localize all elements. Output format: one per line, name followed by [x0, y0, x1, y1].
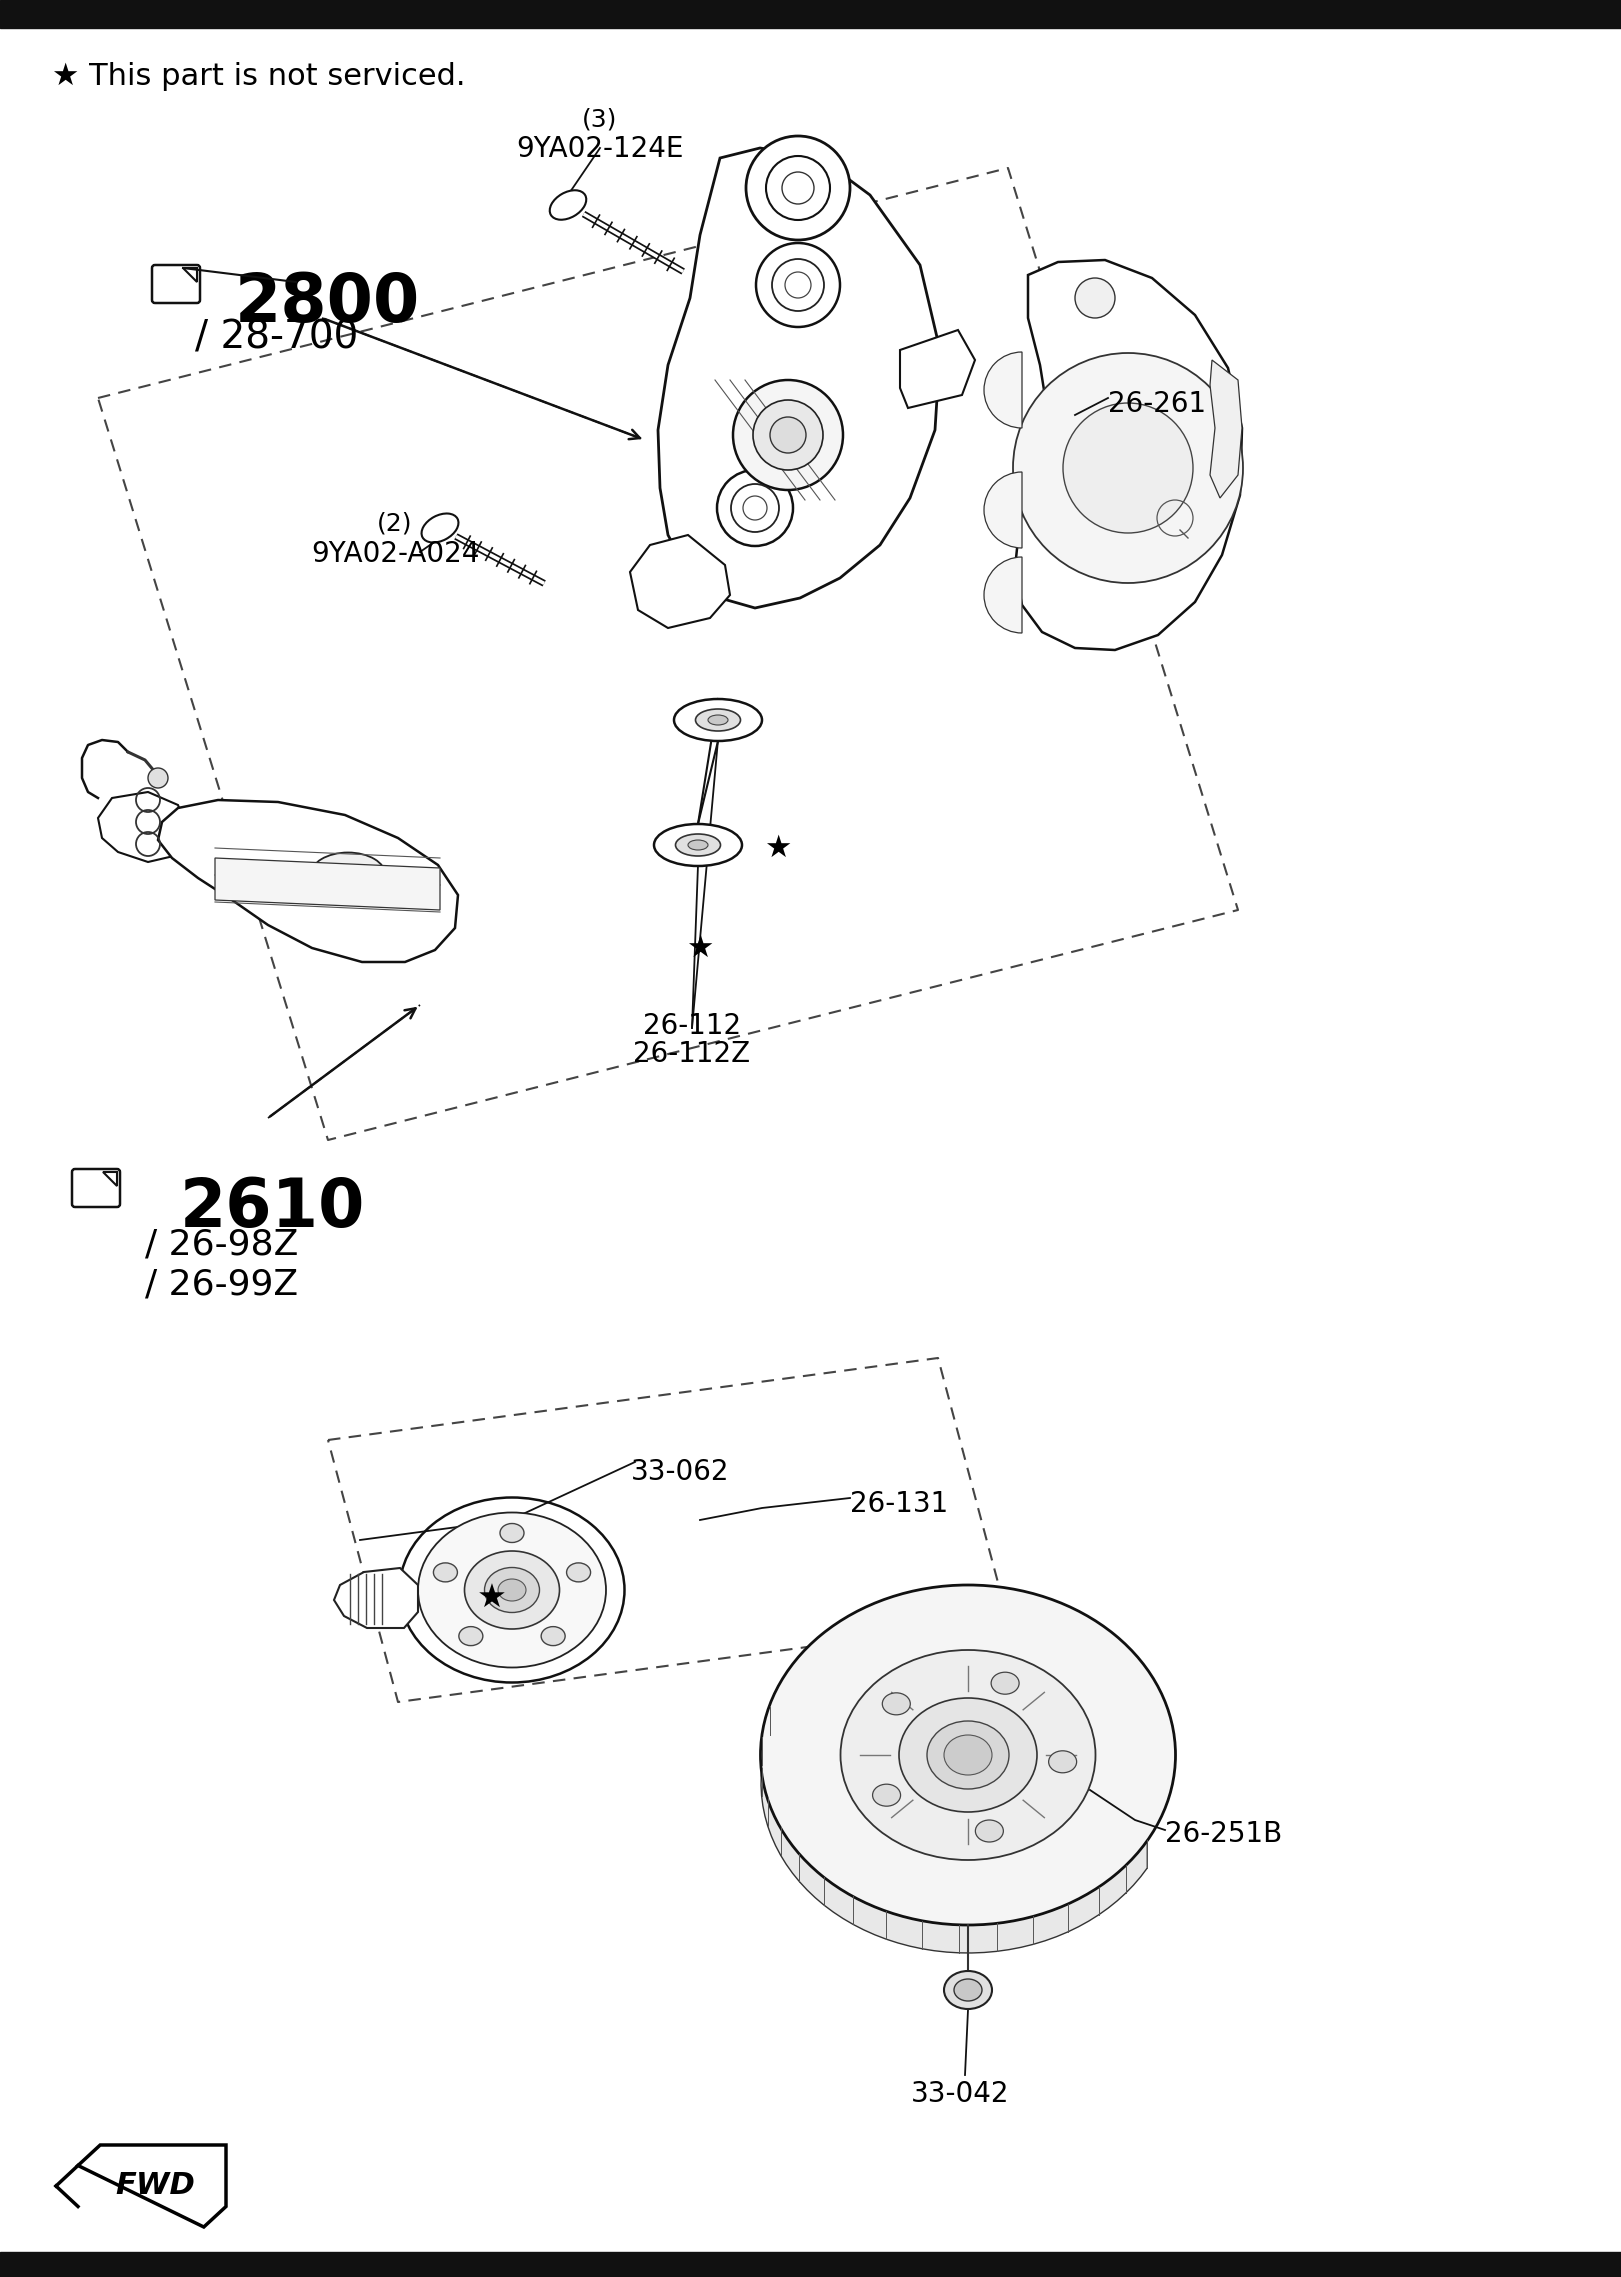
Ellipse shape: [418, 1512, 606, 1667]
Ellipse shape: [900, 1699, 1037, 1812]
Bar: [0, 2252, 1621, 2277]
Polygon shape: [78, 2145, 225, 2227]
Circle shape: [770, 417, 806, 453]
Circle shape: [746, 137, 849, 239]
Bar: [0, 0, 1621, 27]
Text: ★ This part is not serviced.: ★ This part is not serviced.: [52, 61, 465, 91]
Text: 26-112: 26-112: [644, 1011, 741, 1041]
Text: ★: ★: [686, 934, 713, 963]
Ellipse shape: [499, 1523, 524, 1542]
Text: 9YA02-124E: 9YA02-124E: [515, 134, 684, 164]
Text: 33-042: 33-042: [911, 2079, 1010, 2109]
FancyBboxPatch shape: [71, 1168, 120, 1207]
Polygon shape: [1209, 360, 1242, 499]
Ellipse shape: [311, 852, 386, 897]
Ellipse shape: [943, 1972, 992, 2008]
Ellipse shape: [760, 1585, 1175, 1924]
Ellipse shape: [550, 191, 587, 221]
Polygon shape: [97, 792, 188, 863]
Ellipse shape: [433, 1562, 457, 1583]
Polygon shape: [334, 1569, 418, 1628]
Circle shape: [1063, 403, 1193, 533]
Text: 2800: 2800: [235, 271, 420, 337]
Text: 26-112Z: 26-112Z: [634, 1041, 751, 1068]
Wedge shape: [984, 471, 1021, 549]
Circle shape: [1075, 278, 1115, 319]
Ellipse shape: [674, 699, 762, 740]
Ellipse shape: [485, 1567, 540, 1612]
Text: (3): (3): [582, 107, 618, 132]
Ellipse shape: [653, 824, 742, 865]
Text: / 26-98Z: / 26-98Z: [144, 1227, 298, 1261]
Polygon shape: [157, 799, 459, 961]
Polygon shape: [216, 858, 439, 911]
Ellipse shape: [955, 1979, 982, 2001]
Text: ★: ★: [765, 833, 791, 863]
Polygon shape: [900, 330, 974, 408]
Ellipse shape: [708, 715, 728, 724]
Ellipse shape: [943, 1735, 992, 1776]
Text: 9YA02-A024: 9YA02-A024: [311, 540, 480, 567]
Wedge shape: [984, 353, 1021, 428]
Polygon shape: [658, 148, 940, 608]
Ellipse shape: [498, 1578, 525, 1601]
Polygon shape: [183, 269, 198, 282]
Ellipse shape: [687, 840, 708, 849]
Text: 26-131: 26-131: [849, 1489, 948, 1519]
Ellipse shape: [541, 1626, 566, 1646]
Polygon shape: [1015, 260, 1242, 649]
Ellipse shape: [399, 1498, 624, 1683]
Text: 2610: 2610: [180, 1175, 365, 1241]
Circle shape: [716, 469, 793, 546]
Ellipse shape: [459, 1626, 483, 1646]
Ellipse shape: [421, 515, 459, 542]
Ellipse shape: [872, 1785, 901, 1806]
Ellipse shape: [990, 1671, 1020, 1694]
Circle shape: [148, 767, 169, 788]
Text: / 28-700: / 28-700: [195, 319, 358, 355]
Circle shape: [755, 244, 840, 328]
Wedge shape: [984, 558, 1021, 633]
Text: 26-261: 26-261: [1109, 389, 1206, 419]
Ellipse shape: [567, 1562, 590, 1583]
Text: ★: ★: [477, 1583, 507, 1614]
Text: 26-251B: 26-251B: [1165, 1819, 1282, 1849]
Text: FWD: FWD: [115, 2172, 195, 2200]
Circle shape: [733, 380, 843, 490]
Text: 33-062: 33-062: [631, 1457, 729, 1487]
Circle shape: [1013, 353, 1243, 583]
Polygon shape: [631, 535, 729, 628]
Ellipse shape: [976, 1819, 1003, 1842]
Ellipse shape: [882, 1692, 911, 1715]
Ellipse shape: [841, 1651, 1096, 1860]
Text: / 26-99Z: / 26-99Z: [144, 1268, 298, 1302]
Text: (2): (2): [378, 512, 413, 535]
Ellipse shape: [927, 1721, 1008, 1790]
Ellipse shape: [465, 1551, 559, 1628]
FancyBboxPatch shape: [152, 264, 199, 303]
Circle shape: [754, 401, 823, 469]
Ellipse shape: [1049, 1751, 1076, 1774]
Ellipse shape: [676, 833, 720, 856]
Polygon shape: [760, 1696, 1148, 1954]
Ellipse shape: [695, 708, 741, 731]
Polygon shape: [104, 1173, 117, 1186]
